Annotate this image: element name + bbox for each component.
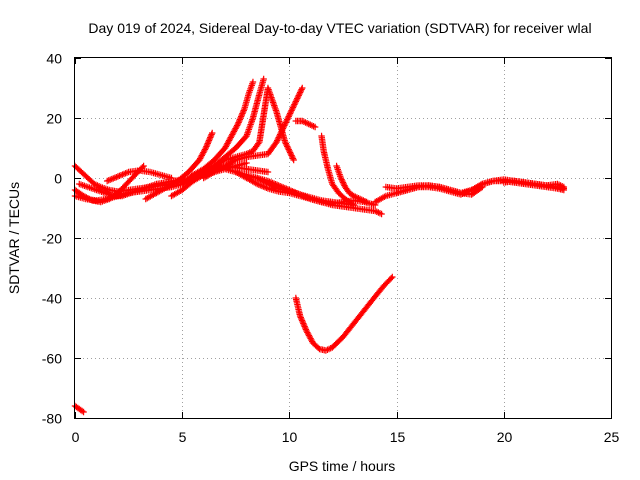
data-series-layer: [71, 75, 568, 416]
plus-marker-path: [318, 132, 357, 209]
x-axis-label: GPS time / hours: [289, 458, 396, 474]
x-tick-label: 25: [604, 429, 620, 445]
series-arc6: [103, 167, 175, 185]
y-tick-label: -60: [42, 351, 62, 367]
y-tick-label: -40: [42, 291, 62, 307]
x-tick-label: 15: [390, 429, 406, 445]
plot-frame: [74, 57, 612, 419]
series-arc21: [393, 182, 486, 198]
series-arc16: [318, 132, 357, 209]
y-tick-label: -20: [42, 231, 62, 247]
y-tick-label: 20: [46, 111, 62, 127]
series-arc18: [292, 273, 396, 354]
plus-marker-path: [393, 182, 486, 198]
x-tick-label: 10: [282, 429, 298, 445]
series-arc15: [292, 117, 319, 131]
x-tick-label: 5: [179, 429, 187, 445]
series-arc22: [500, 177, 568, 191]
plus-marker-path: [142, 129, 216, 203]
series-arc11: [200, 84, 306, 182]
x-tick-label: 20: [497, 429, 513, 445]
plus-marker-path: [500, 177, 568, 191]
plus-marker-path: [103, 167, 175, 185]
series-arc7: [142, 129, 216, 203]
x-tick-label: 0: [72, 429, 80, 445]
plus-marker-path: [179, 78, 257, 188]
series-arc9: [179, 78, 257, 188]
y-tick-label: 40: [46, 51, 62, 67]
series-arc14: [254, 174, 357, 209]
plus-marker-path: [292, 117, 319, 131]
series-arc10: [189, 75, 267, 185]
plus-marker-path: [254, 174, 357, 209]
y-axis-label: SDTVAR / TECUs: [6, 182, 22, 294]
plus-marker-path: [200, 84, 306, 182]
series-arc17: [333, 162, 370, 206]
plus-marker-path: [189, 75, 267, 185]
chart-title: Day 019 of 2024, Sidereal Day-to-day VTE…: [88, 20, 591, 36]
y-tick-label: -80: [42, 411, 62, 427]
tick-layer: 0 5 10 15 20 25 -80 -60 -40 -20 0 20 40: [42, 51, 620, 446]
plus-marker-path: [292, 273, 396, 354]
plus-marker-path: [333, 162, 370, 206]
y-tick-label: 0: [54, 171, 62, 187]
